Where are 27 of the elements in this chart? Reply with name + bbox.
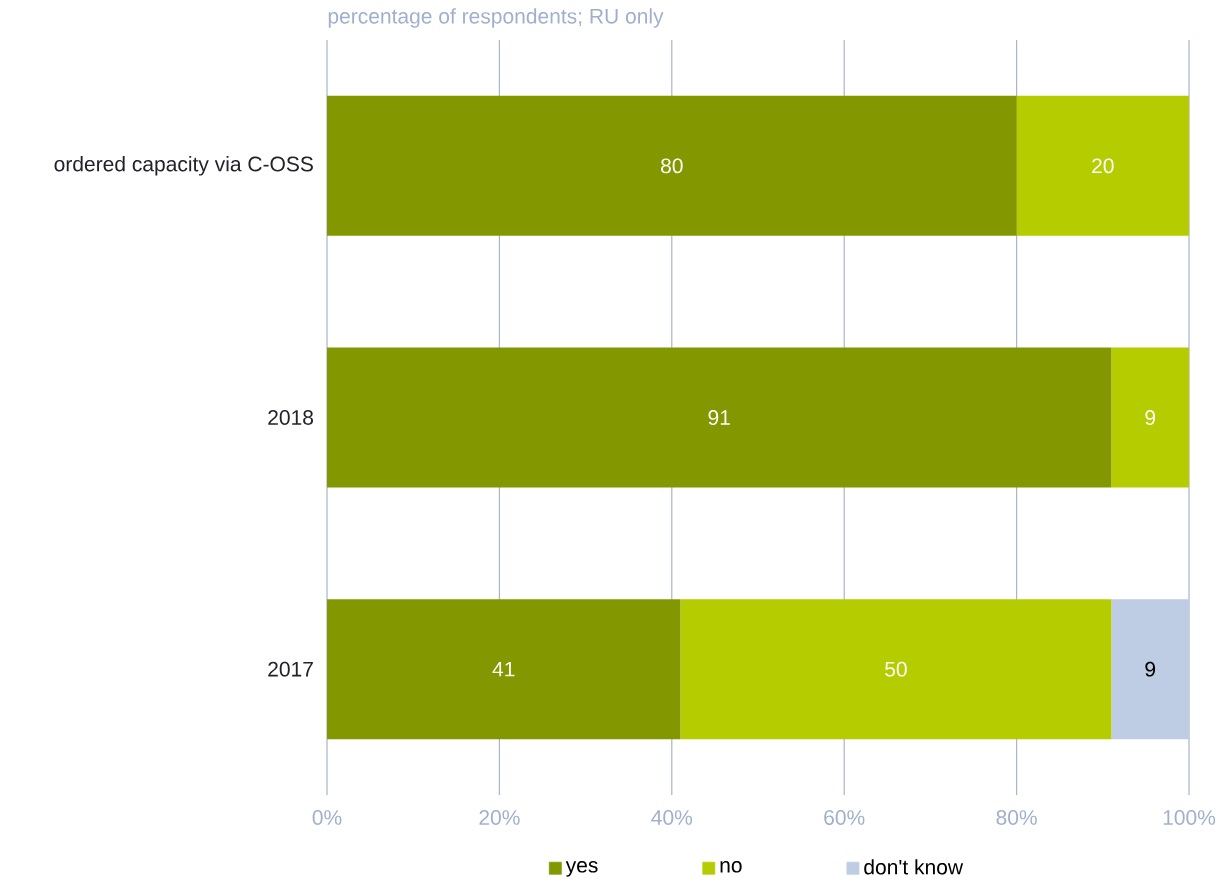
bar — [327, 599, 681, 740]
chart-subtitle: percentage of respondents; RU only — [328, 8, 664, 28]
data-label: 9 — [1145, 661, 1156, 677]
data-label: 9 — [1145, 410, 1156, 425]
x-tick-label: 60% — [824, 810, 865, 825]
data-label: 41 — [492, 661, 515, 677]
legend-label: yes — [565, 861, 598, 877]
y-tick-label: 2017 — [268, 661, 313, 677]
x-tick-label: 0% — [312, 810, 342, 825]
legend-label: don't know — [864, 859, 964, 875]
legend-label: no — [720, 861, 742, 873]
x-tick-label: 80% — [996, 810, 1037, 825]
data-label: 50 — [885, 661, 907, 677]
x-tick-label: 40% — [651, 810, 693, 825]
bar — [327, 347, 1112, 488]
data-label: 20 — [1092, 158, 1114, 174]
y-tick-label: 2018 — [268, 410, 314, 425]
y-tick-label: ordered capacity via C-OSS — [54, 156, 313, 176]
x-tick-label: 100% — [1163, 810, 1216, 825]
bar — [680, 599, 1112, 740]
bar — [1016, 95, 1189, 236]
bar — [1111, 599, 1189, 740]
bar — [1111, 347, 1189, 488]
x-tick-label: 20% — [479, 810, 520, 825]
bar — [327, 95, 1017, 236]
data-label: 80 — [661, 158, 683, 174]
data-label: 91 — [708, 410, 730, 425]
